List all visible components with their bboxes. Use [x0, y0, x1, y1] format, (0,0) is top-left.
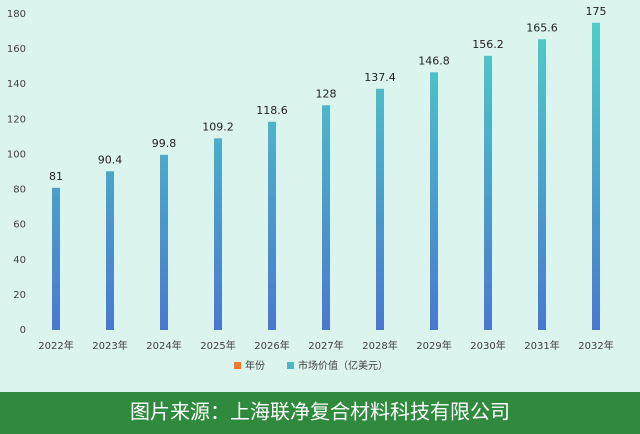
data-label: 165.6 — [526, 21, 558, 34]
x-tick-label: 2028年 — [362, 339, 397, 352]
y-tick-label: 60 — [13, 220, 26, 231]
bar — [430, 72, 438, 330]
data-label: 99.8 — [152, 137, 177, 150]
y-tick-label: 0 — [20, 325, 26, 336]
legend-swatch — [287, 362, 294, 369]
bar — [160, 154, 168, 330]
bar — [484, 55, 492, 330]
y-tick-label: 40 — [13, 255, 26, 266]
x-tick-label: 2027年 — [308, 339, 343, 352]
bar — [268, 121, 276, 331]
data-label: 137.4 — [364, 71, 396, 84]
x-tick-label: 2022年 — [38, 339, 73, 352]
y-tick-label: 160 — [7, 44, 26, 55]
legend-swatch — [234, 362, 241, 369]
x-tick-label: 2024年 — [146, 339, 181, 352]
y-tick-label: 120 — [7, 114, 26, 125]
bar — [214, 138, 222, 330]
x-tick-label: 2031年 — [524, 339, 559, 352]
bar — [538, 39, 546, 330]
data-label: 81 — [49, 170, 63, 183]
data-label: 146.8 — [418, 54, 450, 67]
data-label: 118.6 — [256, 104, 288, 117]
data-label: 90.4 — [98, 153, 123, 166]
data-label: 109.2 — [202, 120, 234, 133]
data-label: 156.2 — [472, 38, 504, 51]
legend-label: 年份 — [245, 359, 265, 372]
bar — [322, 105, 330, 331]
source: 图片来源：上海联净复合材料科技有限公司 — [130, 400, 510, 424]
bar — [376, 88, 384, 330]
y-tick-label: 20 — [13, 290, 26, 301]
x-tick-label: 2026年 — [254, 339, 289, 352]
y-tick-label: 100 — [7, 149, 26, 160]
data-label: 175 — [586, 5, 607, 18]
bar — [106, 171, 114, 330]
footer — [0, 392, 640, 434]
y-tick-label: 140 — [7, 79, 26, 90]
data-label: 128 — [316, 87, 337, 100]
bar — [592, 22, 600, 331]
x-tick-label: 2032年 — [578, 339, 613, 352]
y-tick-label: 80 — [13, 185, 26, 196]
x-tick-label: 2029年 — [416, 339, 451, 352]
x-tick-label: 2030年 — [470, 339, 505, 352]
legend-label: 市场价值（亿美元） — [298, 359, 388, 372]
x-tick-label: 2025年 — [200, 339, 235, 352]
x-tick-label: 2023年 — [92, 339, 127, 352]
y-tick-label: 180 — [7, 9, 26, 20]
bar — [52, 187, 60, 330]
